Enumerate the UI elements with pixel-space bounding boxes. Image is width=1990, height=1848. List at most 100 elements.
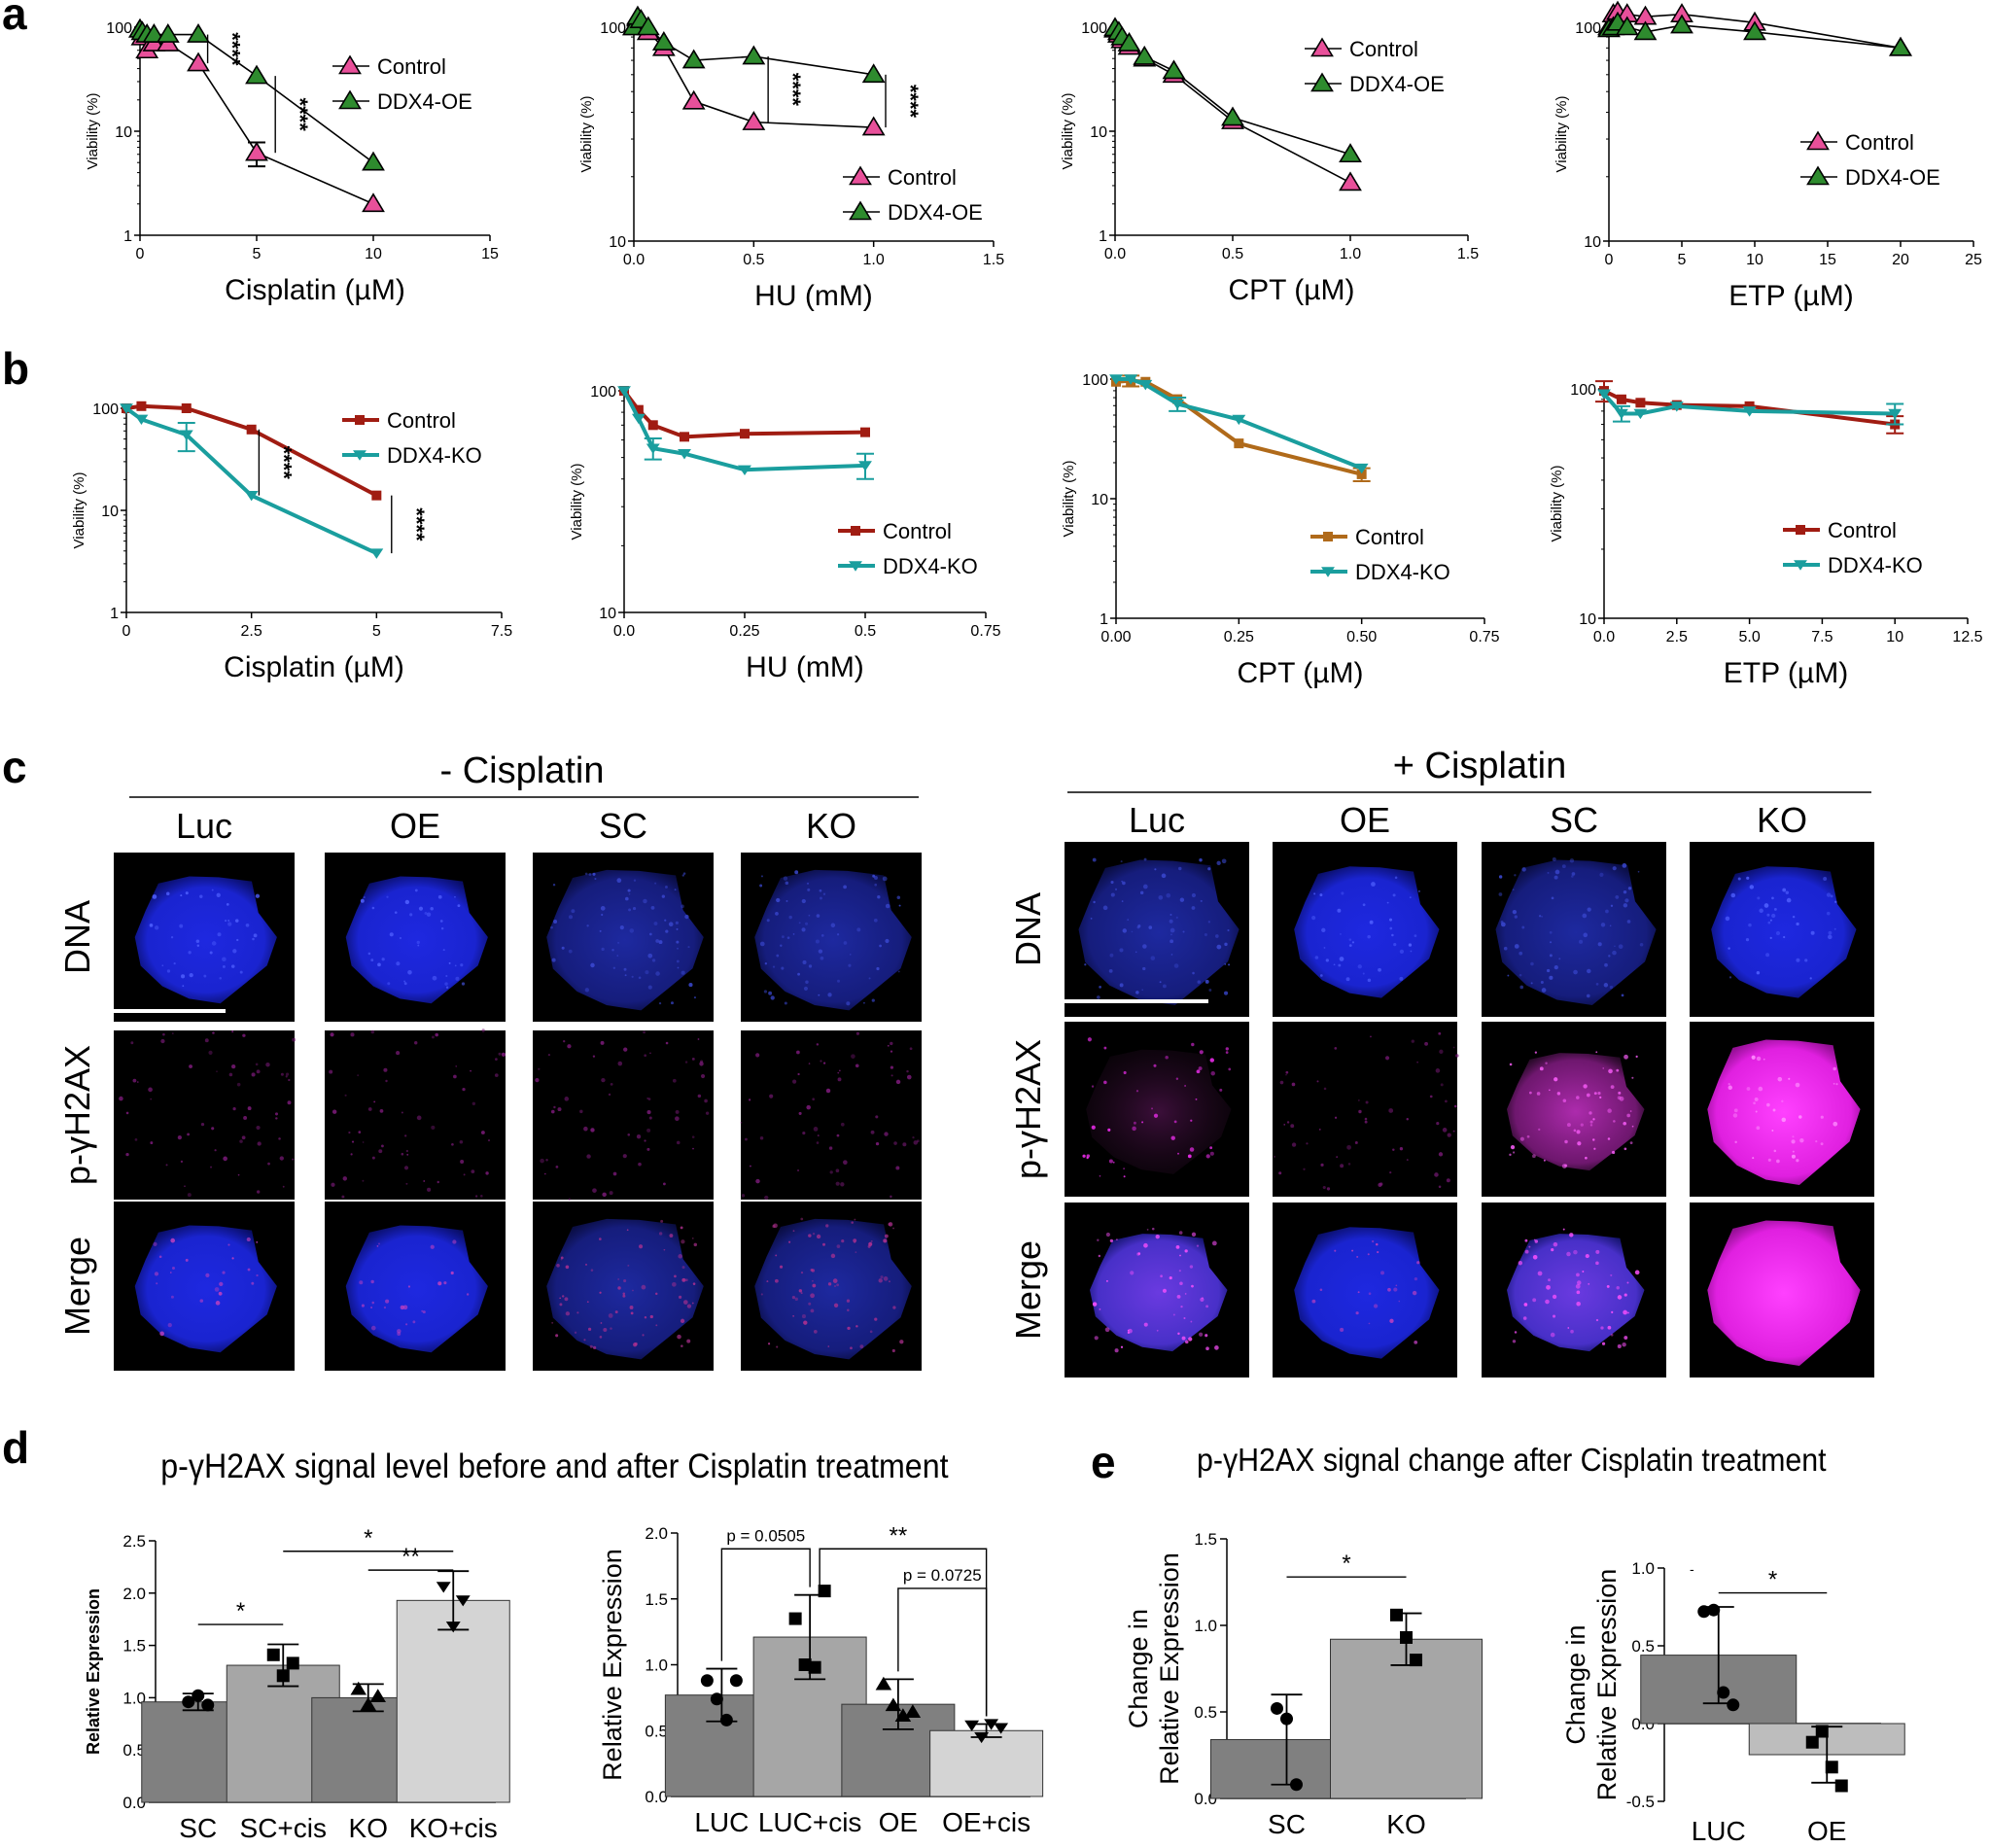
data-point — [1633, 20, 1658, 41]
foci — [1195, 1098, 1198, 1100]
foci — [1820, 1142, 1824, 1146]
foci — [232, 1106, 236, 1111]
texture — [616, 955, 619, 957]
texture — [1550, 941, 1553, 944]
texture — [808, 914, 811, 917]
texture — [1786, 897, 1792, 903]
texture — [1503, 946, 1508, 951]
micrograph-tile — [533, 853, 714, 1022]
texture — [189, 973, 193, 978]
foci — [1781, 1117, 1787, 1123]
texture — [1587, 907, 1591, 912]
texture — [664, 919, 667, 922]
foci — [431, 1035, 435, 1039]
foci — [851, 1054, 855, 1059]
y-tick-label: 0.0 — [122, 1794, 146, 1812]
micrograph-tile — [1690, 1022, 1874, 1197]
foci — [1123, 1070, 1127, 1074]
legend-marker — [851, 526, 860, 536]
foci — [791, 1295, 796, 1300]
foci — [171, 1266, 175, 1270]
foci — [1190, 1320, 1193, 1323]
texture — [1388, 918, 1393, 922]
texture — [1154, 868, 1157, 871]
texture — [594, 877, 597, 881]
foci — [371, 1156, 375, 1160]
texture — [1399, 949, 1405, 955]
texture — [670, 1001, 674, 1005]
foci — [1205, 1154, 1210, 1159]
texture — [381, 958, 385, 961]
texture — [1597, 942, 1602, 947]
foci — [1279, 1080, 1284, 1085]
texture — [195, 939, 200, 944]
foci — [397, 1332, 401, 1337]
x-tick-label: OE+cis — [942, 1807, 1030, 1837]
foci — [459, 1139, 464, 1144]
foci — [1406, 1117, 1409, 1121]
foci — [378, 1242, 380, 1245]
foci — [421, 1309, 424, 1312]
foci — [342, 1176, 348, 1181]
foci — [189, 1064, 192, 1068]
foci — [1607, 1108, 1612, 1113]
texture — [226, 903, 229, 906]
y-tick-label: 100 — [600, 20, 626, 37]
texture — [665, 929, 669, 933]
foci — [1143, 1242, 1148, 1248]
y-tick-label: 10 — [609, 234, 626, 251]
data-point — [1615, 16, 1639, 36]
foci — [760, 1293, 763, 1296]
texture — [1530, 961, 1534, 966]
texture — [788, 915, 792, 920]
foci — [1380, 1271, 1385, 1275]
foci — [691, 1057, 695, 1061]
x-tick-label: LUC — [694, 1807, 749, 1837]
texture — [1319, 893, 1323, 897]
foci — [890, 1065, 894, 1069]
foci — [1734, 1140, 1737, 1144]
foci — [868, 1241, 873, 1246]
texture — [1612, 866, 1617, 871]
foci — [242, 1033, 246, 1037]
data-point — [266, 1648, 280, 1661]
foci — [648, 1116, 652, 1120]
significance-label: * — [364, 1525, 372, 1552]
foci — [830, 1253, 836, 1259]
data-point — [120, 403, 133, 414]
foci — [487, 1139, 491, 1142]
y-tick-label: 10 — [1091, 492, 1108, 508]
texture — [1521, 925, 1525, 929]
texture — [1369, 920, 1374, 924]
foci — [810, 1268, 814, 1272]
foci — [1178, 1270, 1181, 1273]
foci — [1629, 1110, 1632, 1112]
x-tick-label: 0.0 — [1104, 246, 1126, 262]
foci — [501, 1052, 506, 1057]
foci — [1597, 1091, 1601, 1096]
texture — [568, 949, 573, 954]
series-control — [122, 401, 382, 501]
foci — [385, 1299, 390, 1304]
foci — [579, 1109, 583, 1114]
panel-letter-e: e — [1091, 1437, 1116, 1487]
foci — [450, 1271, 454, 1275]
foci — [187, 1193, 192, 1198]
y-tick-label: 100 — [1082, 372, 1108, 389]
texture — [234, 919, 239, 923]
foci — [1179, 1254, 1181, 1257]
texture — [1148, 925, 1153, 929]
texture — [1823, 876, 1828, 881]
texture — [219, 976, 223, 980]
texture — [216, 892, 221, 897]
texture — [801, 927, 806, 932]
foci — [470, 1069, 471, 1072]
foci — [1756, 1056, 1762, 1062]
foci — [808, 1063, 811, 1064]
data-point — [1271, 1701, 1283, 1715]
foci — [647, 1098, 651, 1100]
foci — [1196, 1069, 1201, 1074]
foci — [859, 1344, 864, 1349]
